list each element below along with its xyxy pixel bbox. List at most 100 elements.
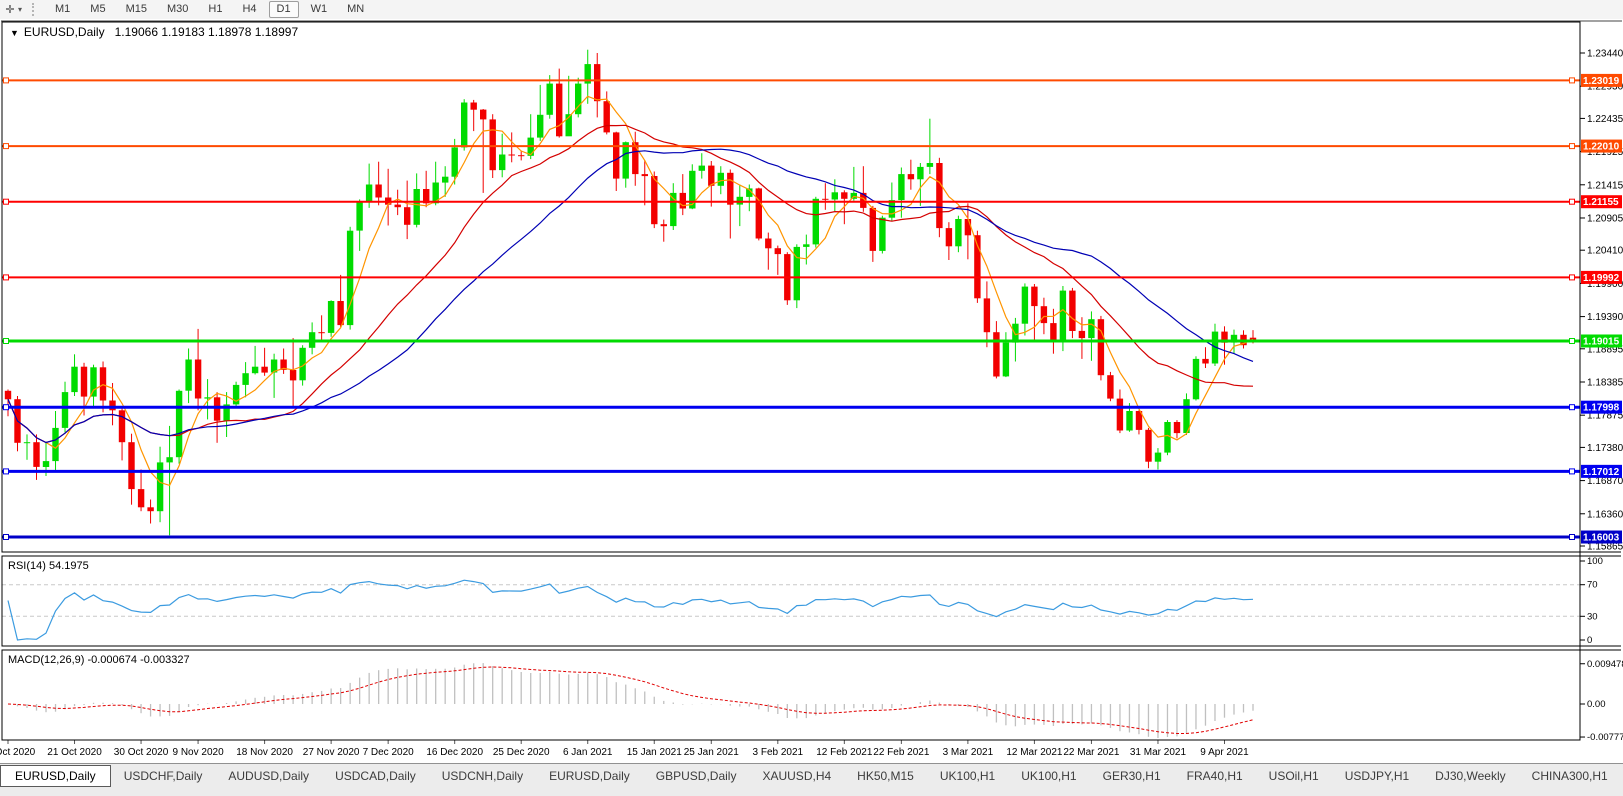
top-toolbar: ✛ ▾ M1 M5 M15 M30 H1 H4 D1 W1 MN bbox=[0, 0, 1623, 20]
chart-tab-USDCAD-Daily[interactable]: USDCAD,Daily bbox=[335, 769, 416, 783]
chart-tab-CHINA300-H1[interactable]: CHINA300,H1 bbox=[1531, 769, 1608, 783]
svg-text:1.16870: 1.16870 bbox=[1587, 476, 1623, 487]
svg-text:12 Mar 2021: 12 Mar 2021 bbox=[1006, 747, 1063, 758]
svg-text:1.23440: 1.23440 bbox=[1587, 49, 1623, 60]
timeframe-button-M5[interactable]: M5 bbox=[90, 3, 106, 15]
chart-tab-HK50-M15[interactable]: HK50,M15 bbox=[857, 769, 914, 783]
svg-text:1.19015: 1.19015 bbox=[1583, 336, 1620, 347]
macd-histogram bbox=[16, 663, 1254, 738]
svg-text:1.16003: 1.16003 bbox=[1583, 533, 1620, 544]
chart-tab-USDCHF-Daily[interactable]: USDCHF,Daily bbox=[123, 769, 203, 783]
toolbar-grip bbox=[32, 3, 39, 16]
ma-fast-line bbox=[7, 95, 1254, 487]
macd-scale: 0.009478 0.00 -0.007778 bbox=[1580, 659, 1623, 743]
timeframe-button-H1[interactable]: H1 bbox=[208, 3, 223, 15]
timeframe-button-W1[interactable]: W1 bbox=[310, 3, 328, 15]
svg-text:27 Nov 2020: 27 Nov 2020 bbox=[303, 747, 360, 758]
chart-tab-DJ30-Weekly[interactable]: DJ30,Weekly bbox=[1435, 769, 1506, 783]
rsi-indicator-label: RSI(14) 54.1975 bbox=[8, 560, 89, 572]
chart-tab-UK100-H1[interactable]: UK100,H1 bbox=[939, 769, 996, 783]
rsi-scale: 100 70 30 0 bbox=[1580, 556, 1603, 646]
svg-text:9 Nov 2020: 9 Nov 2020 bbox=[172, 747, 224, 758]
chart-tab-USDJPY-H1[interactable]: USDJPY,H1 bbox=[1344, 769, 1410, 783]
svg-text:21 Oct 2020: 21 Oct 2020 bbox=[47, 747, 102, 758]
chart-tab-USDCNH-Daily[interactable]: USDCNH,Daily bbox=[441, 769, 524, 783]
chart-title: ▼ EURUSD,Daily 1.19066 1.19183 1.18978 1.1… bbox=[10, 25, 298, 39]
svg-text:3 Feb 2021: 3 Feb 2021 bbox=[753, 747, 804, 758]
svg-text:1.20410: 1.20410 bbox=[1587, 246, 1623, 257]
svg-text:1.17012: 1.17012 bbox=[1583, 467, 1620, 478]
svg-text:70: 70 bbox=[1587, 580, 1598, 591]
chart-tab-GER30-H1[interactable]: GER30,H1 bbox=[1102, 769, 1161, 783]
svg-text:22 Feb 2021: 22 Feb 2021 bbox=[873, 747, 930, 758]
svg-text:30 Oct 2020: 30 Oct 2020 bbox=[114, 747, 169, 758]
timeframe-button-MN[interactable]: MN bbox=[347, 3, 365, 15]
svg-text:1.22435: 1.22435 bbox=[1587, 114, 1623, 125]
svg-text:1.18385: 1.18385 bbox=[1587, 377, 1623, 388]
svg-text:1.19390: 1.19390 bbox=[1587, 312, 1623, 323]
svg-text:0.009478: 0.009478 bbox=[1587, 659, 1623, 670]
svg-text:1.23019: 1.23019 bbox=[1583, 76, 1620, 87]
timeframe-button-D1[interactable]: D1 bbox=[268, 1, 299, 18]
svg-text:25 Jan 2021: 25 Jan 2021 bbox=[684, 747, 739, 758]
ma-slow-line bbox=[7, 148, 1254, 444]
svg-text:30: 30 bbox=[1587, 611, 1598, 622]
svg-text:1.17875: 1.17875 bbox=[1587, 411, 1623, 422]
svg-text:15 Jan 2021: 15 Jan 2021 bbox=[627, 747, 682, 758]
chart-quote-label: 1.19066 1.19183 1.18978 1.18997 bbox=[114, 25, 299, 39]
svg-text:1.22010: 1.22010 bbox=[1583, 142, 1620, 153]
macd-indicator-label: MACD(12,26,9) -0.000674 -0.003327 bbox=[8, 654, 190, 666]
timeframe-button-H4[interactable]: H4 bbox=[242, 3, 257, 15]
chart-tab-bar: EURUSD,Daily USDCHF,Daily AUDUSD,Daily USDC… bbox=[0, 763, 1623, 796]
price-axis: 1.23440 1.22930 1.22435 1.21925 1.21415 1.209… bbox=[1580, 49, 1623, 553]
svg-text:25 Dec 2020: 25 Dec 2020 bbox=[493, 747, 550, 758]
svg-text:12 Oct 2020: 12 Oct 2020 bbox=[0, 747, 36, 758]
chart-tab-EURUSD-Daily[interactable]: EURUSD,Daily bbox=[549, 769, 630, 783]
chart-window: 1.23440 1.22930 1.22435 1.21925 1.21415 1.209… bbox=[0, 19, 1623, 763]
svg-text:1.20905: 1.20905 bbox=[1587, 213, 1623, 224]
pointer-tool-icon[interactable]: ✛ bbox=[5, 4, 15, 16]
svg-text:-0.007778: -0.007778 bbox=[1587, 732, 1623, 743]
svg-text:1.21155: 1.21155 bbox=[1583, 197, 1619, 208]
svg-text:1.16360: 1.16360 bbox=[1587, 509, 1623, 520]
chart-tab-USOil-H1[interactable]: USOil,H1 bbox=[1268, 769, 1319, 783]
horizontal-lines bbox=[2, 77, 1580, 540]
timeframe-button-M30[interactable]: M30 bbox=[166, 3, 189, 15]
svg-text:1.19900: 1.19900 bbox=[1587, 279, 1623, 290]
chart-tab-GBPUSD-Daily[interactable]: GBPUSD,Daily bbox=[655, 769, 737, 783]
rsi-line bbox=[7, 579, 1254, 641]
chart-tab-AUDUSD-Daily[interactable]: AUDUSD,Daily bbox=[228, 769, 310, 783]
svg-text:0: 0 bbox=[1587, 635, 1592, 646]
svg-text:1.21925: 1.21925 bbox=[1587, 147, 1623, 158]
svg-text:100: 100 bbox=[1587, 556, 1603, 567]
chart-tab-UK100-H1[interactable]: UK100,H1 bbox=[1021, 769, 1077, 783]
svg-text:9 Apr 2021: 9 Apr 2021 bbox=[1200, 747, 1249, 758]
chart-tab-XAUUSD-H4[interactable]: XAUUSD,H4 bbox=[762, 769, 832, 783]
timeframe-button-M1[interactable]: M1 bbox=[55, 3, 71, 15]
pointer-tool-dropdown-icon[interactable]: ▾ bbox=[18, 5, 23, 14]
chart-tab-FRA40-H1[interactable]: FRA40,H1 bbox=[1186, 769, 1243, 783]
svg-text:31 Mar 2021: 31 Mar 2021 bbox=[1130, 747, 1187, 758]
chart-frame bbox=[1, 20, 1622, 741]
svg-text:6 Jan 2021: 6 Jan 2021 bbox=[563, 747, 613, 758]
chart-tab-EURUSD-Daily[interactable]: EURUSD,Daily bbox=[0, 765, 111, 787]
timeframe-button-M15[interactable]: M15 bbox=[125, 3, 147, 15]
svg-text:1.21415: 1.21415 bbox=[1587, 180, 1623, 191]
svg-text:1.17380: 1.17380 bbox=[1587, 443, 1623, 454]
chart-symbol-label: EURUSD,Daily bbox=[23, 25, 105, 39]
timeframe-toolbar: M1 M5 M15 M30 H1 H4 D1 W1 MN bbox=[45, 0, 374, 19]
svg-text:0.00: 0.00 bbox=[1587, 699, 1606, 710]
svg-text:22 Mar 2021: 22 Mar 2021 bbox=[1063, 747, 1120, 758]
svg-text:3 Mar 2021: 3 Mar 2021 bbox=[943, 747, 994, 758]
svg-text:18 Nov 2020: 18 Nov 2020 bbox=[236, 747, 293, 758]
price-chart[interactable]: 1.23440 1.22930 1.22435 1.21925 1.21415 1.209… bbox=[0, 19, 1623, 763]
svg-text:1.19992: 1.19992 bbox=[1583, 273, 1620, 284]
svg-text:12 Feb 2021: 12 Feb 2021 bbox=[816, 747, 873, 758]
svg-text:1.17998: 1.17998 bbox=[1583, 403, 1620, 414]
macd-signal-line bbox=[7, 666, 1254, 734]
svg-text:1.15865: 1.15865 bbox=[1587, 542, 1623, 553]
svg-text:1.18895: 1.18895 bbox=[1587, 344, 1623, 355]
svg-text:16 Dec 2020: 16 Dec 2020 bbox=[426, 747, 483, 758]
chart-menu-icon[interactable]: ▼ bbox=[10, 28, 19, 38]
